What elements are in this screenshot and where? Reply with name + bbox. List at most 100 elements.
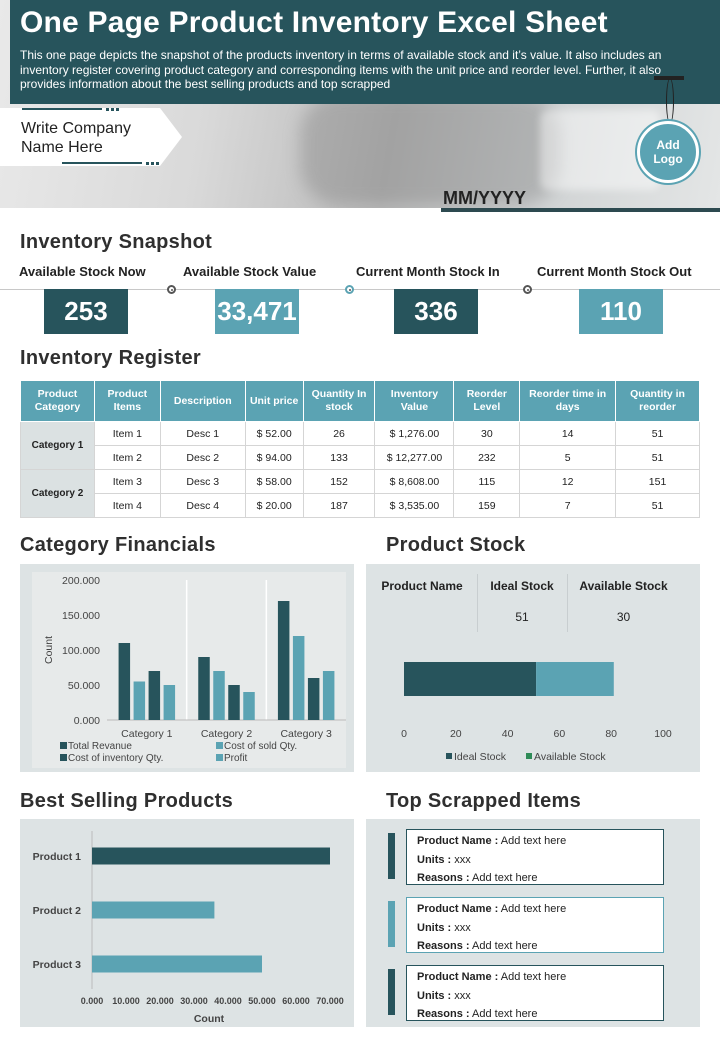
legend-swatch [216, 754, 223, 761]
scrapped-item-card: Product Name : Add text here Units : xxx… [406, 897, 664, 953]
y-axis-label: Count [43, 636, 55, 664]
inventory-register-table: Product Category Product Items Descripti… [20, 380, 700, 518]
x-tick-label: 100 [654, 728, 672, 740]
table-cell: Desc 3 [159, 469, 246, 494]
bar [92, 847, 330, 865]
table-header-row: Product Category Product Items Descripti… [20, 380, 700, 422]
y-tick-label: 50.000 [68, 680, 100, 692]
bar [228, 685, 240, 720]
background-photo [300, 95, 560, 205]
accent-bar [388, 833, 395, 879]
timeline-dot [345, 285, 354, 294]
top-scrapped-title: Top Scrapped Items [386, 790, 582, 812]
product-stock-chart: 0 20 40 60 80 100 Ideal Stock Available Stock [401, 662, 672, 763]
company-name[interactable]: Write Company Name Here [21, 120, 131, 156]
table-cell: 159 [453, 493, 521, 518]
bar [148, 671, 161, 720]
category-financials-chart: 200.000 150.000 100.000 50.000 0.000 Count Cat… [43, 575, 346, 764]
column-header: Ideal Stock [490, 579, 554, 593]
table-cell: 232 [453, 445, 521, 470]
legend-label: Total Revanue [68, 741, 132, 752]
column-header: Quantity In stock [302, 380, 376, 422]
field-label: Product Name : [417, 903, 499, 915]
table-cell: 51 [615, 421, 700, 446]
reasons-value[interactable]: Add text here [472, 1008, 538, 1020]
reasons-value[interactable]: Add text here [472, 872, 538, 884]
reasons-value[interactable]: Add text here [472, 940, 538, 952]
metric-label: Available Stock Value [183, 264, 317, 279]
units-value[interactable]: xxx [454, 853, 471, 866]
scrapped-item-card: Product Name : Add text here Units : xxx… [406, 965, 664, 1021]
table-cell: $ 8,608.00 [374, 469, 455, 494]
product-name[interactable]: Add text here [500, 903, 567, 915]
units-value[interactable]: xxx [454, 921, 471, 934]
y-tick-label: Product 2 [33, 905, 82, 917]
accent-bar [388, 901, 395, 947]
logo-placeholder[interactable]: Add Logo [637, 121, 699, 183]
legend-swatch [446, 753, 452, 759]
title-banner [10, 0, 720, 104]
column-header: Inventory Value [374, 380, 455, 422]
bar [243, 692, 255, 720]
column-header: Unit price [244, 380, 304, 422]
table-cell: $ 94.00 [244, 445, 304, 470]
table-cell: 133 [302, 445, 376, 470]
table-row: Category 2 Item 3 Desc 3 $ 58.00 152 $ 8… [20, 469, 700, 518]
x-tick-label: 60 [554, 728, 566, 740]
units-value[interactable]: xxx [454, 989, 471, 1002]
field-label: Units : [417, 989, 452, 1002]
x-axis-label: Count [194, 1013, 225, 1025]
divider [22, 108, 102, 110]
logo-text: Add Logo [653, 138, 683, 166]
field-label: Reasons : [417, 940, 470, 952]
product-name[interactable]: Add text here [500, 835, 567, 847]
legend-swatch [526, 753, 532, 759]
divider [567, 574, 568, 632]
table-cell: 30 [453, 421, 521, 446]
x-tick-label: 30.000 [180, 996, 208, 1006]
x-tick-label: 50.000 [248, 996, 276, 1006]
table-cell: Desc 1 [159, 421, 246, 446]
y-tick-label: Product 3 [33, 959, 82, 971]
field-label: Reasons : [417, 1008, 470, 1020]
timeline-dot [167, 285, 176, 294]
x-tick-label: 70.000 [316, 996, 344, 1006]
bar [213, 671, 225, 720]
metric-value: 253 [44, 289, 128, 334]
legend-label: Ideal Stock [454, 751, 507, 763]
x-tick-label: 0 [401, 728, 407, 740]
x-tick-label: 60.000 [282, 996, 310, 1006]
y-tick-label: 100.000 [62, 645, 100, 657]
table-row: Item 2 Desc 2 $ 94.00 133 $ 12,277.00 23… [21, 445, 700, 470]
x-tick-label: 80 [605, 728, 617, 740]
table-cell: 26 [302, 421, 376, 446]
x-tick-label: Category 2 [201, 728, 253, 740]
divider [477, 574, 478, 632]
table-cell: 151 [615, 469, 700, 494]
column-header: Available Stock [579, 579, 668, 593]
column-header: Reorder Level [453, 380, 521, 422]
page-subtitle: This one page depicts the snapshot of th… [20, 48, 662, 91]
legend-swatch [60, 754, 67, 761]
timeline-dot [523, 285, 532, 294]
table-cell: 12 [519, 469, 617, 494]
table-cell: Item 4 [93, 493, 161, 518]
x-tick-label: Category 1 [121, 728, 173, 740]
x-tick-label: 0.000 [81, 996, 104, 1006]
table-cell: Item 3 [93, 469, 161, 494]
metric-label: Available Stock Now [19, 264, 146, 279]
scrapped-item-card: Product Name : Add text here Units : xxx… [406, 829, 664, 885]
register-title: Inventory Register [20, 347, 202, 369]
table-cell: 5 [519, 445, 617, 470]
bar [133, 681, 146, 720]
product-name[interactable]: Add text here [500, 971, 567, 983]
metric-label: Current Month Stock In [356, 264, 500, 279]
timeline-line [0, 289, 720, 290]
bar [277, 601, 290, 720]
table-cell: 14 [519, 421, 617, 446]
report-date[interactable]: MM/YYYY [443, 188, 527, 208]
table-cell: $ 20.00 [244, 493, 304, 518]
table-cell: 187 [302, 493, 376, 518]
legend-label: Cost of inventory Qty. [68, 753, 163, 764]
column-header: Product Category [20, 380, 95, 422]
